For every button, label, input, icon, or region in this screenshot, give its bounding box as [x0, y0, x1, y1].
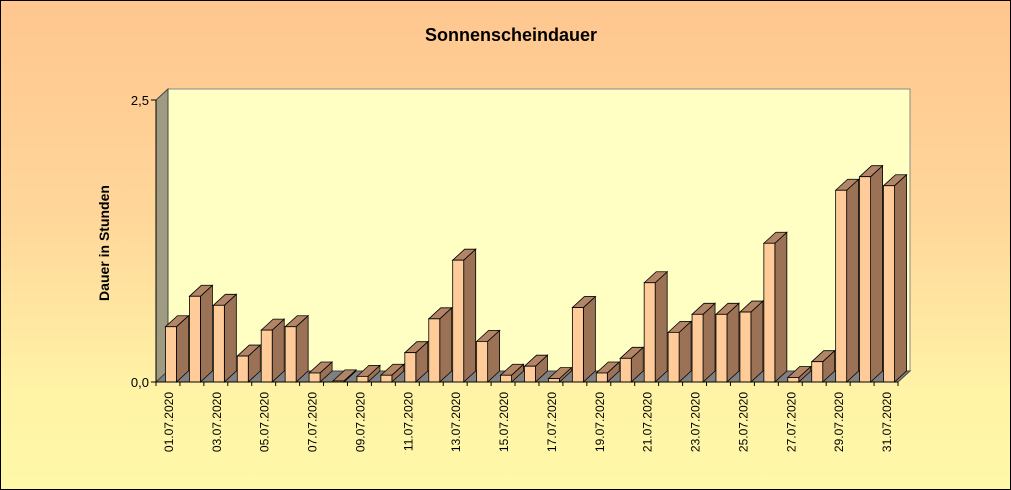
- bar: [643, 270, 669, 383]
- bar-front: [284, 326, 297, 383]
- bar-front: [380, 374, 393, 383]
- x-tick-label: 17.07.2020: [545, 392, 559, 452]
- x-tick-label: 11.07.2020: [401, 392, 415, 451]
- bar-front: [619, 357, 632, 383]
- bar: [188, 284, 214, 383]
- bar-front: [548, 378, 560, 383]
- bar-side: [200, 284, 213, 383]
- bar: [212, 293, 238, 383]
- chart-title: Sonnenscheindauer: [425, 25, 597, 45]
- bar-side: [894, 173, 907, 383]
- bar: [331, 368, 358, 383]
- bar-side: [774, 231, 788, 383]
- bar-side: [223, 293, 237, 383]
- x-tick-label: 29.07.2020: [832, 392, 846, 452]
- bar-front: [404, 352, 417, 383]
- bar-front: [189, 295, 201, 383]
- axes: 0,0 2,5 01.07.2020 03.07.2020 05.07.2020 07.0…: [131, 93, 899, 452]
- bar-front: [667, 331, 680, 383]
- x-tick-label: 23.07.2020: [689, 392, 703, 452]
- bar: [810, 349, 836, 383]
- bar-front: [787, 377, 800, 383]
- bar: [691, 302, 717, 383]
- bar-side: [654, 270, 668, 383]
- bar-side: [870, 164, 883, 383]
- bar: [882, 173, 908, 383]
- bar-front: [500, 374, 512, 383]
- bar-front: [859, 176, 871, 383]
- bar-front: [236, 355, 249, 383]
- x-tick-label: 05.07.2020: [258, 392, 272, 452]
- x-tick-label: 25.07.2020: [736, 392, 750, 452]
- bar-side: [295, 314, 309, 383]
- bar-front: [524, 365, 536, 383]
- bar-front: [260, 329, 273, 383]
- bar: [667, 320, 693, 383]
- bar-front: [643, 282, 656, 383]
- bar: [595, 361, 621, 383]
- y-tick-label: 0,0: [131, 375, 149, 390]
- bar-front: [883, 185, 895, 383]
- y-axis-title: Dauer in Stunden: [96, 185, 112, 301]
- bar: [403, 340, 429, 383]
- bar-front: [308, 372, 321, 383]
- bar-front: [212, 304, 225, 383]
- bar-side: [702, 302, 716, 383]
- bar-front: [715, 313, 728, 383]
- bar: [284, 314, 310, 383]
- x-tick-label: 15.07.2020: [497, 392, 511, 452]
- bar-side: [726, 302, 740, 383]
- bar: [762, 231, 788, 383]
- bar-front: [739, 311, 752, 383]
- bar-front: [571, 307, 584, 383]
- bar-front: [452, 259, 465, 383]
- bar: [427, 306, 453, 383]
- x-tick-label: 09.07.2020: [353, 392, 367, 452]
- bar: [499, 363, 525, 383]
- bar: [834, 178, 860, 383]
- bars-layer: [164, 164, 908, 383]
- bar: [714, 302, 741, 383]
- x-tick-label: 21.07.2020: [641, 392, 655, 452]
- x-tick-label: 27.07.2020: [784, 392, 798, 452]
- x-tick-label: 13.07.2020: [449, 392, 463, 452]
- bar-front: [476, 340, 489, 383]
- bar-front: [165, 326, 177, 383]
- bar-side: [439, 306, 453, 383]
- bar-front: [356, 375, 369, 383]
- bar-front: [811, 361, 824, 383]
- x-tick-label: 03.07.2020: [210, 392, 224, 452]
- bar: [451, 248, 477, 383]
- bar-side: [582, 295, 596, 383]
- bar-side: [463, 248, 477, 383]
- bar: [236, 344, 262, 383]
- bar-side: [846, 178, 860, 383]
- bar: [786, 365, 812, 383]
- bar: [308, 361, 334, 383]
- bar: [858, 164, 884, 383]
- bar: [571, 295, 597, 383]
- bar: [260, 318, 286, 383]
- bar: [547, 366, 573, 383]
- bar: [379, 363, 405, 383]
- y-tick-label: 2,5: [131, 93, 149, 108]
- bar: [475, 329, 501, 383]
- bar-front: [835, 189, 848, 383]
- x-tick-label: 19.07.2020: [593, 392, 607, 452]
- bar-front: [691, 313, 704, 383]
- x-tick-label: 31.07.2020: [880, 392, 894, 452]
- bar-side: [750, 300, 764, 383]
- bar: [164, 314, 190, 383]
- x-tick-label: 07.07.2020: [306, 392, 320, 452]
- bar: [738, 300, 764, 383]
- x-tick-label: 01.07.2020: [162, 392, 176, 452]
- bar-front: [595, 372, 608, 383]
- bar-front: [428, 318, 441, 383]
- bar-side: [176, 314, 189, 383]
- bar: [523, 354, 549, 383]
- bar: [355, 364, 381, 383]
- bar-front: [763, 242, 776, 383]
